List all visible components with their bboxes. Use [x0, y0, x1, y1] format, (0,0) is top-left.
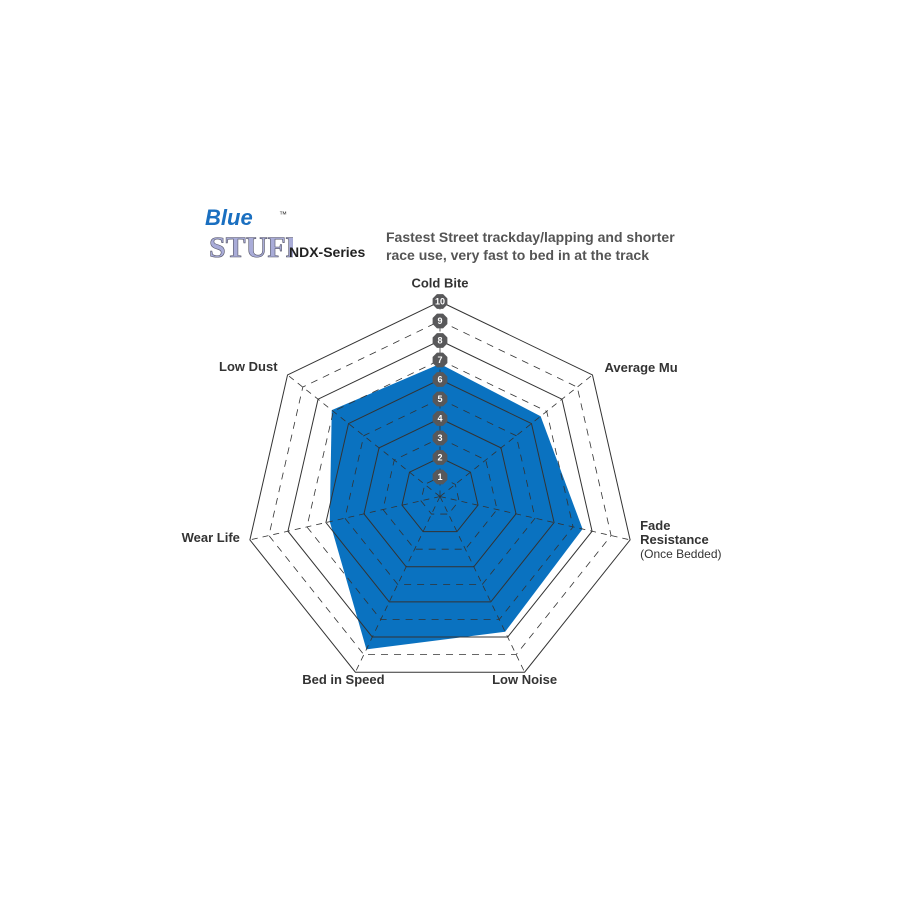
- tick-label: 3: [437, 433, 442, 443]
- grid-ring-10: [249, 300, 631, 673]
- tick-badge: [432, 333, 448, 348]
- axis-label: Low Noise: [492, 672, 557, 687]
- grid-ring-2: [401, 456, 479, 533]
- grid-ring-7: [306, 359, 574, 620]
- tick-badge: [432, 450, 448, 465]
- logo-stuff-text: STUFF: [209, 231, 293, 263]
- tick-label: 8: [437, 336, 442, 346]
- tick-label: 5: [437, 394, 442, 404]
- series-label: NDX-Series: [289, 244, 366, 260]
- logo-blue-text: Blue: [205, 205, 253, 230]
- tick-label: 1: [437, 472, 442, 482]
- data-area: [329, 363, 583, 650]
- axis-label: Wear Life: [182, 530, 240, 545]
- axis-label: Cold Bite: [411, 276, 468, 291]
- axis-label: Low Dust: [219, 359, 278, 374]
- tick-label: 6: [437, 375, 442, 385]
- tick-badge: [432, 352, 448, 368]
- axis-sublabel: (Once Bedded): [640, 547, 721, 561]
- tick-badge: [432, 372, 448, 387]
- grid-ring-4: [363, 417, 517, 568]
- tick-label: 9: [437, 316, 442, 326]
- bluestuff-logo: Blue STUFF ™: [205, 205, 293, 263]
- description: Fastest Street trackday/lapping and shor…: [386, 229, 675, 263]
- svg-text:™: ™: [279, 210, 287, 219]
- tick-badge: [432, 313, 448, 329]
- grid-ring-9: [268, 320, 612, 656]
- tick-label: 4: [437, 414, 442, 424]
- tick-label: 7: [437, 355, 442, 365]
- grid-ring-1: [420, 476, 460, 515]
- grid-ring-6: [325, 378, 555, 603]
- axis-label: Fade: [640, 518, 670, 533]
- axis-label: Average Mu: [604, 360, 677, 375]
- tick-label: 2: [437, 453, 442, 463]
- axis-label: Resistance: [640, 532, 709, 547]
- tick-badge: [432, 411, 448, 426]
- tick-label: 10: [435, 297, 445, 307]
- axis-label: Bed in Speed: [302, 672, 384, 687]
- tick-badge: [432, 294, 448, 309]
- tick-badge: [432, 430, 448, 446]
- tick-badge: [432, 391, 448, 407]
- tick-badge: [432, 469, 448, 485]
- grid-ring-8: [287, 339, 593, 638]
